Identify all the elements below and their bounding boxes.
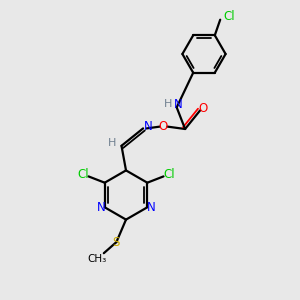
Text: H: H xyxy=(164,99,172,110)
Text: N: N xyxy=(174,98,183,111)
Text: N: N xyxy=(144,120,153,133)
Text: N: N xyxy=(146,201,155,214)
Text: N: N xyxy=(97,201,106,214)
Text: O: O xyxy=(159,120,168,133)
Text: Cl: Cl xyxy=(163,168,175,181)
Text: O: O xyxy=(199,102,208,115)
Text: Cl: Cl xyxy=(223,10,235,22)
Text: CH₃: CH₃ xyxy=(87,254,106,264)
Text: S: S xyxy=(113,236,120,249)
Text: Cl: Cl xyxy=(77,168,89,181)
Text: H: H xyxy=(108,138,116,148)
